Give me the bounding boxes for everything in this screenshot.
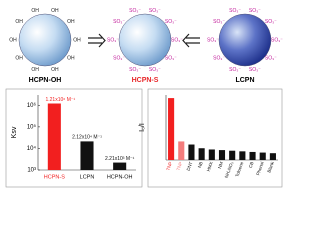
surface-group: OH xyxy=(15,56,23,62)
surface-group: SO₃⁻ xyxy=(249,67,261,73)
value-label: 2.12x10⁴ M⁻¹ xyxy=(72,135,102,141)
surface-group: OH xyxy=(73,37,81,43)
surface-group: SO₃⁻ xyxy=(271,37,283,43)
x-tick-label: HCPN-OH xyxy=(107,174,133,180)
x-tick-label: NH₄NO₃ xyxy=(224,161,235,179)
panel-right xyxy=(147,88,283,188)
y-tick-label: 10³ xyxy=(27,168,36,174)
surface-group: SO₃⁻ xyxy=(213,19,225,25)
sphere xyxy=(218,13,272,67)
x-tick-label: HCPN-S xyxy=(44,174,65,180)
surface-group: SO₃⁻ xyxy=(265,56,277,62)
surface-group: SO₃⁻ xyxy=(129,8,141,14)
surface-group: SO₃⁻ xyxy=(171,37,183,43)
surface-group: OH xyxy=(31,67,39,73)
panel-left xyxy=(5,88,143,188)
surface-group: SO₃⁻ xyxy=(207,37,219,43)
surface-group: SO₃⁻ xyxy=(249,8,261,14)
surface-group: OH xyxy=(15,19,23,25)
surface-group: SO₃⁻ xyxy=(107,37,119,43)
bar xyxy=(208,149,215,160)
surface-group: SO₃⁻ xyxy=(149,8,161,14)
bar xyxy=(239,151,246,160)
bar xyxy=(80,141,94,170)
surface-group: SO₃⁻ xyxy=(229,67,241,73)
bar xyxy=(269,153,276,160)
value-label: 2.21x10³ M⁻¹ xyxy=(105,156,135,162)
value-label: 1.21x10⁶ M⁻¹ xyxy=(45,97,75,103)
x-tick-label: Phenol xyxy=(255,161,264,176)
y-tick-label: 10⁶ xyxy=(27,102,37,109)
figure: OH OH OH OH OH OH OH OH OH OH HCPN-OH SO₃⁻ SO₃⁻ SO₃⁻ S… xyxy=(5,8,283,188)
sphere xyxy=(118,13,172,67)
x-tick-label: CB xyxy=(248,161,255,169)
x-tick-label: TNP xyxy=(176,161,184,171)
surface-group: SO₃⁻ xyxy=(165,56,177,62)
bar xyxy=(249,151,256,160)
x-tick-label: DNT xyxy=(186,161,194,172)
surface-group: OH xyxy=(51,67,59,73)
node-label: LCPN xyxy=(235,77,254,84)
x-tick-label: HMX xyxy=(206,161,214,172)
bar xyxy=(218,150,226,160)
surface-group: SO₃⁻ xyxy=(149,67,161,73)
arrow-right xyxy=(88,33,106,48)
surface-group: OH xyxy=(67,19,75,25)
surface-group: SO₃⁻ xyxy=(113,56,125,62)
surface-group: OH xyxy=(67,56,75,62)
bar xyxy=(113,162,127,170)
surface-group: SO₃⁻ xyxy=(129,67,141,73)
surface-group: SO₃⁻ xyxy=(229,8,241,14)
y-axis-label: I₀/I xyxy=(139,123,146,132)
bar xyxy=(168,98,175,160)
bar xyxy=(229,150,236,160)
y-tick-label: 10⁴ xyxy=(27,145,37,152)
bar xyxy=(178,141,185,160)
surface-group: SO₃⁻ xyxy=(213,56,225,62)
x-tick-label: Toluene xyxy=(234,161,244,178)
surface-group: OH xyxy=(9,37,17,43)
node-label: HCPN-OH xyxy=(29,77,62,84)
bar xyxy=(188,144,195,160)
bar xyxy=(198,148,205,160)
x-tick-label: TNP xyxy=(165,161,173,171)
page: OH OH OH OH OH OH OH OH OH OH HCPN-OH SO₃⁻ SO₃⁻ SO₃⁻ S… xyxy=(5,7,284,188)
arrow-left xyxy=(182,33,200,48)
y-tick-label: 10⁵ xyxy=(27,123,37,130)
sphere xyxy=(18,13,72,67)
surface-group: OH xyxy=(31,8,39,14)
surface-group: SO₃⁻ xyxy=(113,19,125,25)
bar xyxy=(47,103,61,170)
surface-group: SO₃⁻ xyxy=(165,19,177,25)
surface-group: SO₃⁻ xyxy=(265,19,277,25)
y-axis-label: Ksv xyxy=(11,126,18,138)
node-label: HCPN-S xyxy=(132,77,159,84)
x-tick-label: NM xyxy=(217,161,224,170)
bar xyxy=(259,152,266,160)
x-tick-label: Blank xyxy=(266,160,275,173)
surface-group: OH xyxy=(51,8,59,14)
x-tick-label: NB xyxy=(197,161,204,169)
x-tick-label: LCPN xyxy=(80,174,95,180)
